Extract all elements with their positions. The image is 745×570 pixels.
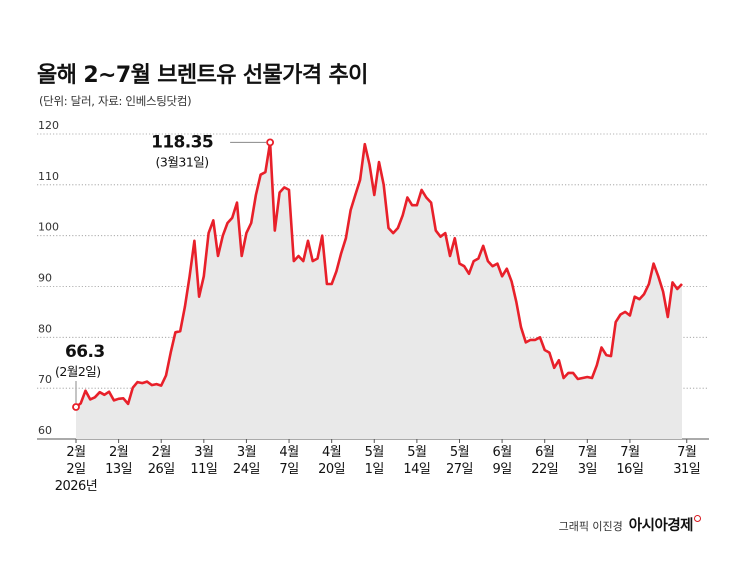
x-tick-month: 7월: [620, 445, 639, 460]
x-tick-day: 24일: [233, 462, 260, 477]
annotations: 66.3 (2월2일) 118.35 (3월31일): [55, 132, 275, 411]
x-tick-month: 6월: [492, 445, 511, 460]
y-tick-label: 70: [38, 373, 52, 386]
annotation-value: 66.3: [65, 342, 105, 362]
brand-mark-icon: [694, 515, 701, 522]
price-line: [75, 141, 683, 409]
x-tick-day: 31일: [673, 462, 700, 477]
x-tick-month: 7월: [677, 445, 696, 460]
x-tick-day: 2일: [66, 462, 85, 477]
annotation-start: 66.3 (2월2일): [55, 342, 105, 411]
x-tick-month: 2월: [152, 445, 171, 460]
x-tick-month: 7월: [578, 445, 597, 460]
year-label: 2026년: [55, 479, 98, 494]
graphic-credit: 그래픽 이진경: [558, 520, 623, 533]
x-tick-month: 5월: [450, 445, 469, 460]
x-tick-month: 2월: [66, 445, 85, 460]
x-tick-month: 5월: [407, 445, 426, 460]
x-tick-day: 20일: [318, 462, 345, 477]
y-tick-label: 80: [38, 322, 52, 335]
chart-title: 올해 2~7월 브렌트유 선물가격 추이: [37, 63, 368, 88]
x-tick-day: 3일: [578, 462, 597, 477]
chart-subtitle: (단위: 달러, 자료: 인베스팅닷컴): [39, 94, 192, 108]
y-tick-label: 60: [38, 424, 52, 437]
x-tick-day: 14일: [403, 462, 430, 477]
y-tick-label: 120: [38, 119, 59, 132]
annotation-date: (2월2일): [55, 364, 101, 379]
x-tick-day: 9일: [492, 462, 511, 477]
credit: 그래픽 이진경 아시아경제: [559, 514, 701, 535]
x-tick-month: 4월: [322, 445, 341, 460]
brand-logo: 아시아경제: [629, 514, 701, 535]
x-tick-day: 26일: [148, 462, 175, 477]
x-tick-day: 1일: [365, 462, 384, 477]
y-tick-label: 110: [38, 170, 59, 183]
x-tick-day: 16일: [616, 462, 643, 477]
y-axis-labels: 60 70 80 90 100 110 120: [38, 119, 59, 437]
x-tick-day: 11일: [190, 462, 217, 477]
x-tick-day: 7일: [279, 462, 298, 477]
annotation-value: 118.35: [151, 132, 213, 152]
x-tick-day: 22일: [531, 462, 558, 477]
x-tick-month: 6월: [535, 445, 554, 460]
y-tick-label: 100: [38, 221, 59, 234]
x-tick-day: 13일: [105, 462, 132, 477]
annotation-marker: [266, 138, 275, 147]
y-tick-label: 90: [38, 272, 52, 285]
annotation-peak: 118.35 (3월31일): [151, 132, 275, 169]
annotation-marker: [72, 403, 80, 411]
annotation-date: (3월31일): [156, 154, 209, 169]
x-tick-month: 4월: [279, 445, 298, 460]
x-tick-day: 27일: [446, 462, 473, 477]
x-tick-month: 3월: [237, 445, 256, 460]
price-area-fill: [76, 142, 682, 439]
x-axis: 2월 2일 2월 13일 2월 26일 3월 11일 3월 24일 4월 7일 4월 20일 5월 1일 5월 1…: [55, 439, 701, 494]
x-tick-month: 5월: [365, 445, 384, 460]
x-tick-month: 2월: [109, 445, 128, 460]
x-tick-month: 3월: [194, 445, 213, 460]
